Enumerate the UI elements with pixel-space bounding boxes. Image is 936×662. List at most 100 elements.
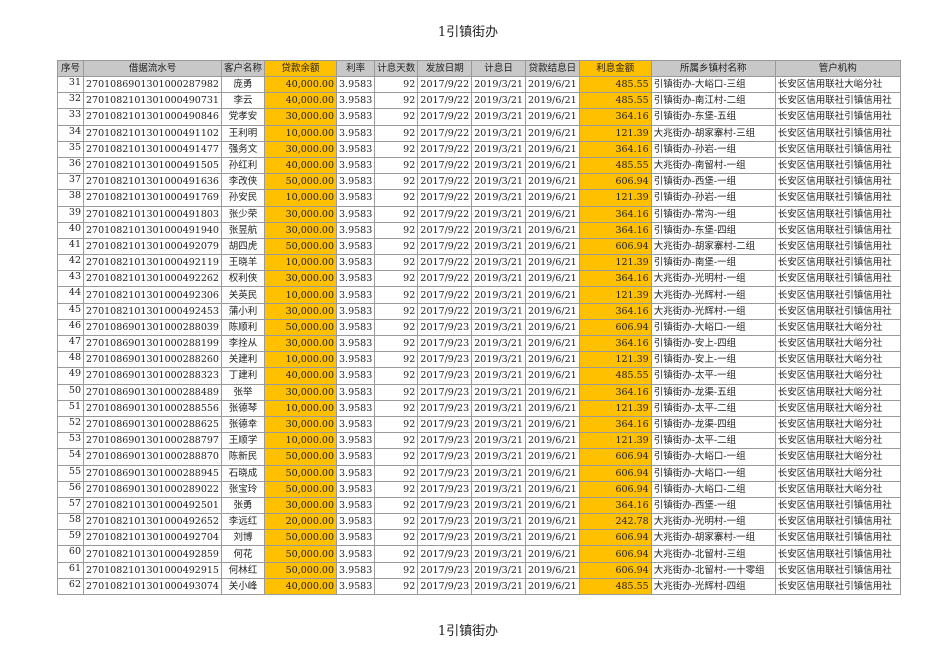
cell-settlement-date: 2019/6/21 [524,75,580,94]
cell-customer-name: 关建利 [220,351,266,369]
header-row: 序号 借据流水号 客户名称 贷款余额 利率 计息天数 发放日期 计息日 贷款结息日 利息金额 所属乡… [57,60,901,77]
cell-seq: 38 [57,189,84,207]
cell-rate: 3.9583 [335,334,376,353]
cell-rate: 3.9583 [335,173,376,191]
cell-village: 大兆街办-光明村-一组 [650,270,776,288]
cell-issue-date: 2017/9/23 [417,496,473,515]
cell-interest-amount: 606.94 [578,448,652,466]
cell-branch: 长安区信用联社大峪分社 [774,75,901,94]
cell-interest-amount: 606.94 [578,464,652,482]
cell-rate: 3.9583 [335,205,376,223]
cell-loan-balance: 50,000.00 [264,237,337,256]
cell-village: 引镇街办-孙岩-一组 [650,140,776,158]
cell-customer-name: 张举 [220,383,266,401]
cell-interest-days: 92 [374,108,419,126]
cell-interest-date: 2019/3/21 [471,318,526,337]
table-row: 53 2701086901301000288797 王顺学 10,000.00 3.95… [57,432,901,450]
cell-branch: 长安区信用联社大峪分社 [774,351,901,369]
cell-rate: 3.9583 [335,124,376,142]
cell-customer-name: 张德幸 [220,415,266,434]
cell-interest-days: 92 [374,205,419,223]
cell-interest-amount: 364.16 [578,270,652,288]
cell-seq: 37 [57,173,84,191]
cell-branch: 长安区信用联社引镇信用社 [774,254,901,272]
cell-interest-amount: 485.55 [578,156,652,175]
table-row: 55 2701086901301000288945 石晓成 50,000.00 3.95… [57,464,901,482]
cell-village: 引镇街办-大峪口-一组 [650,448,776,466]
cell-interest-days: 92 [374,367,419,385]
cell-interest-date: 2019/3/21 [471,108,526,126]
cell-seq: 60 [57,545,84,563]
cell-seq: 41 [57,237,84,256]
cell-interest-days: 92 [374,480,419,498]
cell-interest-date: 2019/3/21 [471,383,526,401]
cell-seq: 49 [57,367,84,385]
table-row: 32 2701082101301000490731 李云 40,000.00 3.958… [57,92,901,110]
cell-interest-days: 92 [374,432,419,450]
cell-loan-id: 2701082101301000491940 [83,221,222,239]
cell-loan-balance: 50,000.00 [264,545,337,563]
cell-interest-days: 92 [374,545,419,563]
cell-loan-balance: 30,000.00 [264,140,337,158]
cell-interest-amount: 606.94 [578,480,652,498]
cell-branch: 长安区信用联社引镇信用社 [774,108,901,126]
cell-interest-amount: 121.39 [578,254,652,272]
cell-interest-days: 92 [374,286,419,304]
table-row: 33 2701082101301000490846 党孝安 30,000.00 3.95… [57,108,901,126]
cell-issue-date: 2017/9/22 [417,124,473,142]
cell-issue-date: 2017/9/23 [417,577,473,596]
cell-seq: 32 [57,92,84,110]
cell-settlement-date: 2019/6/21 [524,108,580,126]
cell-loan-balance: 10,000.00 [264,124,337,142]
cell-loan-id: 2701086901301000288625 [83,415,222,434]
cell-seq: 35 [57,140,84,158]
cell-loan-balance: 10,000.00 [264,254,337,272]
page-footer: 1引镇街办 [437,624,499,639]
cell-loan-id: 2701082101301000491477 [83,140,222,158]
cell-settlement-date: 2019/6/21 [524,432,580,450]
cell-interest-days: 92 [374,334,419,353]
cell-branch: 长安区信用联社引镇信用社 [774,561,901,579]
cell-issue-date: 2017/9/22 [417,156,473,175]
cell-loan-id: 2701086901301000288489 [83,383,222,401]
table-row: 43 2701082101301000492262 权利侠 30,000.00 3.95… [57,270,901,288]
cell-loan-id: 2701086901301000288260 [83,351,222,369]
cell-branch: 长安区信用联社引镇信用社 [774,286,901,304]
cell-issue-date: 2017/9/22 [417,221,473,239]
cell-branch: 长安区信用联社大峪分社 [774,432,901,450]
cell-seq: 31 [57,75,84,94]
cell-seq: 62 [57,577,84,596]
cell-settlement-date: 2019/6/21 [524,415,580,434]
cell-settlement-date: 2019/6/21 [524,513,580,531]
cell-interest-date: 2019/3/21 [471,205,526,223]
cell-customer-name: 张德琴 [220,399,266,417]
cell-loan-balance: 10,000.00 [264,399,337,417]
cell-issue-date: 2017/9/23 [417,399,473,417]
cell-loan-id: 2701082101301000491505 [83,156,222,175]
cell-seq: 47 [57,334,84,353]
cell-village: 引镇街办-安上-一组 [650,351,776,369]
cell-seq: 36 [57,156,84,175]
cell-branch: 长安区信用联社引镇信用社 [774,189,901,207]
cell-loan-id: 2701086901301000288199 [83,334,222,353]
cell-seq: 45 [57,302,84,320]
cell-interest-days: 92 [374,156,419,175]
cell-issue-date: 2017/9/23 [417,448,473,466]
cell-customer-name: 关英民 [220,286,266,304]
cell-issue-date: 2017/9/23 [417,432,473,450]
cell-village: 大兆街办-光辉村-一组 [650,302,776,320]
cell-rate: 3.9583 [335,286,376,304]
cell-village: 引镇街办-大峪口-一组 [650,318,776,337]
cell-seq: 48 [57,351,84,369]
cell-interest-date: 2019/3/21 [471,75,526,94]
cell-loan-balance: 50,000.00 [264,464,337,482]
cell-branch: 长安区信用联社引镇信用社 [774,496,901,515]
cell-interest-date: 2019/3/21 [471,156,526,175]
cell-branch: 长安区信用联社大峪分社 [774,318,901,337]
cell-issue-date: 2017/9/22 [417,205,473,223]
cell-loan-balance: 50,000.00 [264,318,337,337]
cell-settlement-date: 2019/6/21 [524,351,580,369]
cell-rate: 3.9583 [335,415,376,434]
cell-loan-id: 2701086901301000288945 [83,464,222,482]
cell-issue-date: 2017/9/22 [417,92,473,110]
